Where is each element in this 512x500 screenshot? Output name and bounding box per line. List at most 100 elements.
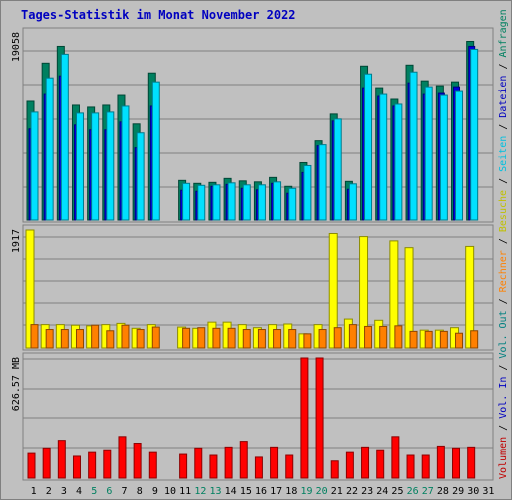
bar-top-seiten-day-14 xyxy=(227,182,236,221)
bar-middle-rechner-day-6 xyxy=(106,330,115,349)
day-label-1: 1 xyxy=(31,486,37,497)
day-label-21: 21 xyxy=(331,486,343,497)
bar-top-seiten-day-5 xyxy=(91,112,100,221)
day-label-25: 25 xyxy=(391,486,403,497)
day-label-24: 24 xyxy=(376,486,388,497)
day-label-8: 8 xyxy=(137,486,143,497)
day-label-23: 23 xyxy=(361,486,373,497)
bar-top-seiten-day-21 xyxy=(333,118,342,221)
legend-entry-rechner: Rechner xyxy=(498,250,509,292)
ymax-label-middle: 1917 xyxy=(11,229,22,253)
legend-entry-vol-in: Vol. In xyxy=(498,377,509,419)
bar-middle-rechner-day-23 xyxy=(364,325,373,349)
bar-middle-besuche-day-30 xyxy=(465,245,475,349)
bar-bottom-volumen-day-1 xyxy=(27,452,36,479)
day-label-20: 20 xyxy=(316,486,328,497)
day-label-14: 14 xyxy=(225,486,237,497)
day-label-31: 31 xyxy=(482,486,494,497)
bar-top-seiten-day-18 xyxy=(288,187,297,221)
bar-bottom-volumen-day-16 xyxy=(254,456,263,479)
bar-middle-besuche-day-21 xyxy=(328,233,338,349)
bar-top-seiten-day-30 xyxy=(470,48,479,221)
bar-top-seiten-day-19 xyxy=(303,164,312,221)
bar-middle-besuche-day-26 xyxy=(404,247,414,349)
day-label-22: 22 xyxy=(346,486,358,497)
bar-bottom-volumen-day-5 xyxy=(88,451,97,479)
bar-middle-rechner-day-8 xyxy=(136,329,145,349)
day-label-29: 29 xyxy=(452,486,464,497)
bar-middle-rechner-day-5 xyxy=(91,324,100,349)
bar-top-seiten-day-27 xyxy=(424,86,433,221)
day-label-9: 9 xyxy=(152,486,158,497)
day-label-16: 16 xyxy=(255,486,267,497)
bar-top-seiten-day-23 xyxy=(364,73,373,221)
legend-entry-volumen: Volumen xyxy=(498,437,509,479)
bar-bottom-volumen-day-15 xyxy=(239,441,248,479)
bar-middle-rechner-day-24 xyxy=(379,325,388,349)
bar-middle-rechner-day-22 xyxy=(348,324,357,349)
ymax-label-bottom: 626.57 MB xyxy=(11,357,22,411)
bar-top-seiten-day-28 xyxy=(439,94,448,221)
bar-middle-rechner-day-20 xyxy=(318,329,327,349)
day-label-5: 5 xyxy=(91,486,97,497)
day-label-27: 27 xyxy=(422,486,434,497)
bar-bottom-volumen-day-18 xyxy=(285,454,294,479)
bar-middle-rechner-day-21 xyxy=(333,327,342,349)
bar-middle-rechner-day-16 xyxy=(257,329,266,349)
bar-bottom-volumen-day-3 xyxy=(57,440,66,479)
bar-middle-rechner-day-9 xyxy=(151,326,160,349)
bar-bottom-volumen-day-28 xyxy=(436,445,445,479)
bar-top-seiten-day-24 xyxy=(379,93,388,221)
ymax-label-top: 19058 xyxy=(11,32,22,62)
day-label-4: 4 xyxy=(76,486,82,497)
bar-middle-rechner-day-1 xyxy=(30,324,39,349)
bar-middle-rechner-day-29 xyxy=(455,332,464,349)
day-label-3: 3 xyxy=(61,486,67,497)
bar-middle-rechner-day-19 xyxy=(303,333,312,349)
bar-top-seiten-day-7 xyxy=(121,105,130,221)
bar-bottom-volumen-day-20 xyxy=(315,357,324,479)
day-label-10: 10 xyxy=(164,486,176,497)
bar-top-seiten-day-4 xyxy=(75,112,84,221)
bar-top-seiten-day-16 xyxy=(257,184,266,221)
bar-top-seiten-day-11 xyxy=(182,182,191,221)
bar-bottom-volumen-day-6 xyxy=(103,449,112,479)
day-label-26: 26 xyxy=(407,486,419,497)
bar-bottom-volumen-day-17 xyxy=(270,446,279,479)
bar-middle-rechner-day-2 xyxy=(45,329,54,349)
bar-middle-rechner-day-13 xyxy=(212,327,221,349)
bar-top-seiten-day-2 xyxy=(45,77,54,221)
bar-top-seiten-day-15 xyxy=(242,184,251,221)
legend-entry-dateien: Dateien xyxy=(498,76,509,118)
legend-entry-vol-out: Vol. Out xyxy=(498,310,509,358)
bar-top-seiten-day-26 xyxy=(409,71,418,221)
bar-bottom-volumen-day-21 xyxy=(330,460,339,479)
bar-middle-rechner-day-28 xyxy=(439,330,448,349)
bar-middle-rechner-day-12 xyxy=(197,327,206,349)
bar-bottom-volumen-day-14 xyxy=(224,446,233,479)
bar-bottom-volumen-day-23 xyxy=(361,446,370,479)
day-label-13: 13 xyxy=(209,486,221,497)
bar-bottom-volumen-day-24 xyxy=(376,449,385,479)
bar-bottom-volumen-day-25 xyxy=(391,436,400,479)
chart-title: Tages-Statistik im Monat November 2022 xyxy=(21,8,296,22)
bar-top-seiten-day-22 xyxy=(348,183,357,221)
bar-middle-rechner-day-27 xyxy=(424,330,433,349)
legend: Volumen / Vol. In / Vol. Out / Rechner /… xyxy=(498,9,509,479)
bar-bottom-volumen-day-13 xyxy=(209,454,218,479)
bar-bottom-volumen-day-19 xyxy=(300,357,309,479)
day-label-12: 12 xyxy=(194,486,206,497)
bar-bottom-volumen-day-7 xyxy=(118,436,127,479)
day-label-18: 18 xyxy=(285,486,297,497)
bar-middle-besuche-day-1 xyxy=(25,229,35,349)
bar-top-seiten-day-3 xyxy=(60,53,69,221)
bar-top-seiten-day-17 xyxy=(273,181,282,221)
day-label-6: 6 xyxy=(106,486,112,497)
bar-bottom-volumen-day-26 xyxy=(406,454,415,479)
bar-middle-rechner-day-26 xyxy=(409,330,418,349)
bar-bottom-volumen-day-27 xyxy=(421,454,430,479)
day-label-11: 11 xyxy=(179,486,191,497)
bar-middle-rechner-day-25 xyxy=(394,325,403,349)
